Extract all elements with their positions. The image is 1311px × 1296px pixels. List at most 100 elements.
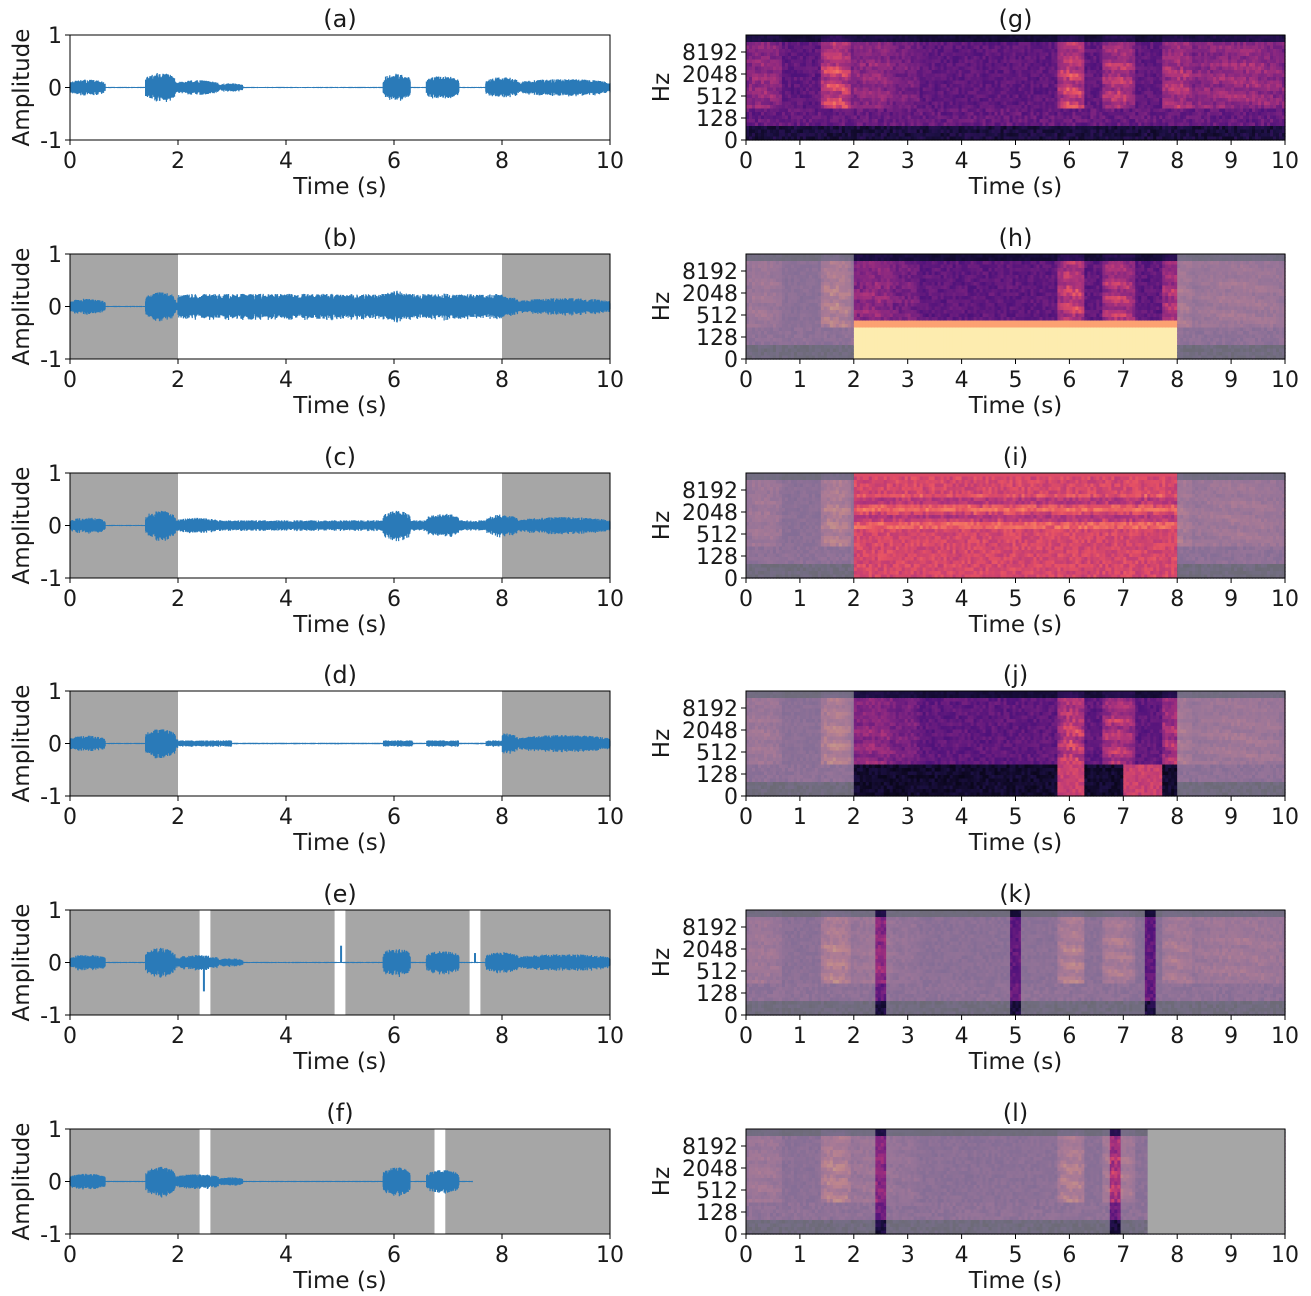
x-tick-label: 2 bbox=[171, 149, 185, 174]
y-tick-label: 2048 bbox=[682, 501, 738, 526]
x-tick-label: 1 bbox=[793, 368, 807, 393]
x-tick-label: 5 bbox=[1009, 587, 1023, 612]
x-tick-label: 1 bbox=[793, 1243, 807, 1268]
y-tick-label: 1 bbox=[48, 243, 62, 268]
x-axis-label: Time (s) bbox=[968, 830, 1063, 856]
y-tick-label: 512 bbox=[696, 523, 738, 548]
x-tick-label: 10 bbox=[596, 1024, 624, 1049]
x-tick-label: 8 bbox=[495, 149, 509, 174]
x-tick-label: 7 bbox=[1116, 368, 1130, 393]
x-tick-label: 5 bbox=[1009, 149, 1023, 174]
x-tick-label: 10 bbox=[1271, 149, 1299, 174]
y-tick-label: 512 bbox=[696, 1179, 738, 1204]
x-tick-label: 8 bbox=[495, 1243, 509, 1268]
y-axis-label: Amplitude bbox=[9, 248, 35, 366]
panel-title: (c) bbox=[324, 443, 356, 471]
x-tick-label: 10 bbox=[596, 805, 624, 830]
dimmed-region-k-3 bbox=[1156, 910, 1285, 1015]
x-tick-label: 4 bbox=[279, 587, 293, 612]
x-axis-label: Time (s) bbox=[968, 1268, 1063, 1294]
panel-title: (j) bbox=[1003, 661, 1028, 689]
x-tick-label: 4 bbox=[955, 368, 969, 393]
panel-title: (b) bbox=[323, 224, 357, 252]
y-tick-label: 1 bbox=[48, 1118, 62, 1143]
x-tick-label: 8 bbox=[495, 587, 509, 612]
x-axis-label: Time (s) bbox=[292, 174, 387, 200]
x-tick-label: 3 bbox=[901, 1243, 915, 1268]
x-tick-label: 8 bbox=[1170, 1243, 1184, 1268]
y-tick-label: 0 bbox=[724, 567, 738, 592]
x-tick-label: 7 bbox=[1116, 587, 1130, 612]
y-axis-label: Hz bbox=[649, 1167, 675, 1196]
x-tick-label: 4 bbox=[955, 1024, 969, 1049]
x-tick-label: 6 bbox=[1062, 805, 1076, 830]
y-tick-label: 8192 bbox=[682, 260, 738, 285]
x-tick-label: 10 bbox=[596, 149, 624, 174]
y-tick-label: 128 bbox=[696, 1201, 738, 1226]
panel-title: (i) bbox=[1003, 443, 1028, 471]
y-axis-label: Hz bbox=[649, 948, 675, 977]
panel-title: (a) bbox=[323, 5, 356, 33]
x-tick-label: 2 bbox=[171, 1243, 185, 1268]
y-tick-label: 512 bbox=[696, 304, 738, 329]
y-tick-label: 2048 bbox=[682, 1157, 738, 1182]
y-tick-label: 0 bbox=[48, 952, 62, 977]
x-tick-label: 9 bbox=[1224, 805, 1238, 830]
x-tick-label: 8 bbox=[1170, 587, 1184, 612]
waveform-panel-f: 0 2 4 6 8 10-101(f)Time (s)Amplitude bbox=[9, 1099, 624, 1294]
x-tick-label: 8 bbox=[495, 368, 509, 393]
x-tick-label: 2 bbox=[171, 805, 185, 830]
x-tick-label: 9 bbox=[1224, 587, 1238, 612]
x-tick-label: 6 bbox=[1062, 149, 1076, 174]
x-tick-label: 2 bbox=[171, 587, 185, 612]
x-tick-label: 0 bbox=[739, 368, 753, 393]
x-axis-label: Time (s) bbox=[292, 612, 387, 638]
panel-title: (l) bbox=[1003, 1099, 1028, 1127]
y-tick-label: 0 bbox=[48, 296, 62, 321]
x-tick-label: 9 bbox=[1224, 149, 1238, 174]
x-tick-label: 10 bbox=[596, 1243, 624, 1268]
x-tick-label: 9 bbox=[1224, 1024, 1238, 1049]
y-tick-label: 0 bbox=[48, 733, 62, 758]
y-tick-label: 1 bbox=[48, 899, 62, 924]
x-tick-label: 8 bbox=[1170, 368, 1184, 393]
x-tick-label: 8 bbox=[495, 805, 509, 830]
dimmed-region-k-0 bbox=[746, 910, 875, 1015]
x-tick-label: 6 bbox=[387, 149, 401, 174]
y-tick-label: 8192 bbox=[682, 41, 738, 66]
x-axis-label: Time (s) bbox=[968, 1049, 1063, 1075]
dimmed-region-k-2 bbox=[1021, 910, 1145, 1015]
dimmed-region-k-1 bbox=[886, 910, 1010, 1015]
waveform-line-a bbox=[70, 73, 610, 102]
x-tick-label: 6 bbox=[387, 587, 401, 612]
x-tick-label: 4 bbox=[279, 1024, 293, 1049]
x-tick-label: 3 bbox=[901, 805, 915, 830]
x-tick-label: 10 bbox=[1271, 587, 1299, 612]
dimmed-region-l-1 bbox=[886, 1129, 1110, 1234]
y-tick-label: 0 bbox=[48, 77, 62, 102]
y-axis-label: Hz bbox=[649, 729, 675, 758]
x-tick-label: 5 bbox=[1009, 1243, 1023, 1268]
x-tick-label: 4 bbox=[279, 368, 293, 393]
y-tick-label: 512 bbox=[696, 85, 738, 110]
y-tick-label: 128 bbox=[696, 107, 738, 132]
x-tick-label: 2 bbox=[847, 1243, 861, 1268]
x-tick-label: 6 bbox=[1062, 1024, 1076, 1049]
empty-region-l-0 bbox=[1148, 1129, 1285, 1234]
y-tick-label: 0 bbox=[48, 1171, 62, 1196]
waveform-panel-c: 0 2 4 6 8 10-101(c)Time (s)Amplitude bbox=[9, 443, 624, 638]
dimmed-region-h-1 bbox=[1177, 254, 1285, 359]
x-tick-label: 6 bbox=[387, 1024, 401, 1049]
y-tick-label: 128 bbox=[696, 763, 738, 788]
x-tick-label: 7 bbox=[1116, 805, 1130, 830]
panel-title: (f) bbox=[326, 1099, 353, 1127]
waveform-panel-b: 0 2 4 6 8 10-101(b)Time (s)Amplitude bbox=[9, 224, 624, 419]
y-axis-label: Amplitude bbox=[9, 904, 35, 1022]
x-tick-label: 3 bbox=[901, 149, 915, 174]
x-tick-label: 0 bbox=[63, 1243, 77, 1268]
y-tick-label: 0 bbox=[724, 1223, 738, 1248]
